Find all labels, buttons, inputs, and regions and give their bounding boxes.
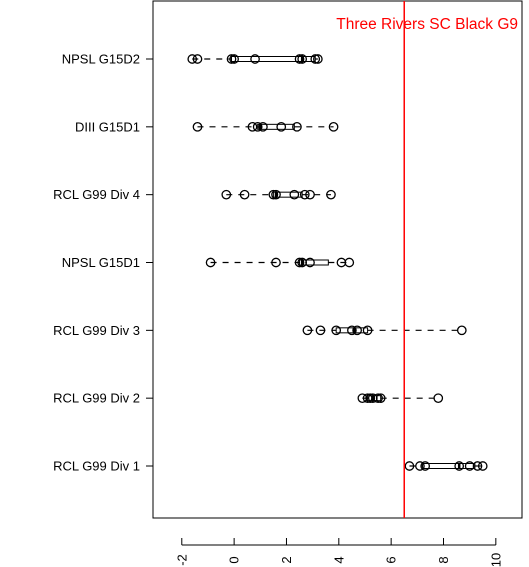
x-tick-label: 2 <box>279 556 294 563</box>
y-tick-label: RCL G99 Div 2 <box>53 391 140 406</box>
data-point <box>456 325 467 336</box>
data-point <box>294 257 305 268</box>
data-point <box>352 325 362 336</box>
data-point <box>302 325 313 336</box>
data-point <box>472 461 483 471</box>
data-point <box>187 54 198 64</box>
data-point <box>328 121 339 132</box>
data-point <box>192 121 203 132</box>
data-point <box>362 325 373 336</box>
x-tick-label: 6 <box>384 556 399 563</box>
box-iqr <box>231 56 316 62</box>
box-iqr <box>422 463 476 469</box>
data-point <box>433 393 444 404</box>
data-point <box>477 461 488 471</box>
box-2 <box>357 393 444 404</box>
data-point <box>362 393 373 404</box>
data-point <box>297 54 308 64</box>
data-point <box>313 54 323 64</box>
data-point <box>271 189 281 200</box>
data-point <box>294 54 305 64</box>
data-point <box>192 54 203 64</box>
data-point <box>344 257 355 268</box>
data-point <box>404 461 415 471</box>
data-point <box>415 461 425 471</box>
box-iqr <box>335 327 369 334</box>
data-point <box>326 189 336 200</box>
data-point <box>305 257 315 268</box>
box-3 <box>302 325 467 336</box>
y-tick-label: NPSL G15D2 <box>62 52 140 67</box>
data-point <box>347 325 357 336</box>
x-tick-label: 4 <box>331 556 346 563</box>
x-tick-label: 8 <box>436 556 451 563</box>
box-6 <box>192 121 339 132</box>
data-point <box>289 189 300 200</box>
data-point <box>250 54 260 64</box>
reference-line-label: Three Rivers SC Black G9 <box>336 16 518 33</box>
data-point <box>331 325 342 336</box>
data-point <box>420 461 431 471</box>
y-tick-label: RCL G99 Div 1 <box>53 459 140 474</box>
data-point <box>305 189 315 200</box>
data-point <box>221 189 232 200</box>
plot-frame <box>152 0 523 519</box>
data-point <box>226 54 237 64</box>
data-point <box>247 121 258 132</box>
data-point <box>258 121 268 132</box>
data-point <box>299 189 310 200</box>
y-tick-label: RCL G99 Div 3 <box>53 323 140 338</box>
data-point <box>375 393 386 404</box>
x-tick-label: 10 <box>488 553 503 567</box>
box-iqr <box>257 123 295 130</box>
data-point <box>205 257 216 268</box>
box-5 <box>221 189 336 200</box>
data-point <box>252 121 263 132</box>
box-4 <box>205 257 355 268</box>
data-point <box>276 121 287 132</box>
data-point <box>268 189 279 200</box>
data-point <box>271 257 281 268</box>
data-point <box>454 461 465 471</box>
y-tick-label: RCL G99 Div 4 <box>53 187 140 202</box>
box-7 <box>187 54 323 64</box>
x-tick-label: 0 <box>227 556 242 563</box>
data-point <box>310 54 321 64</box>
data-point <box>315 325 326 336</box>
data-point <box>373 393 383 404</box>
data-point <box>229 54 239 64</box>
data-point <box>292 121 302 132</box>
data-point <box>239 189 250 200</box>
x-tick-label: -2 <box>174 554 189 566</box>
box-iqr <box>272 191 303 198</box>
y-tick-label: DIII G15D1 <box>75 119 140 134</box>
y-tick-label: NPSL G15D1 <box>62 255 140 270</box>
box-1 <box>404 461 488 471</box>
